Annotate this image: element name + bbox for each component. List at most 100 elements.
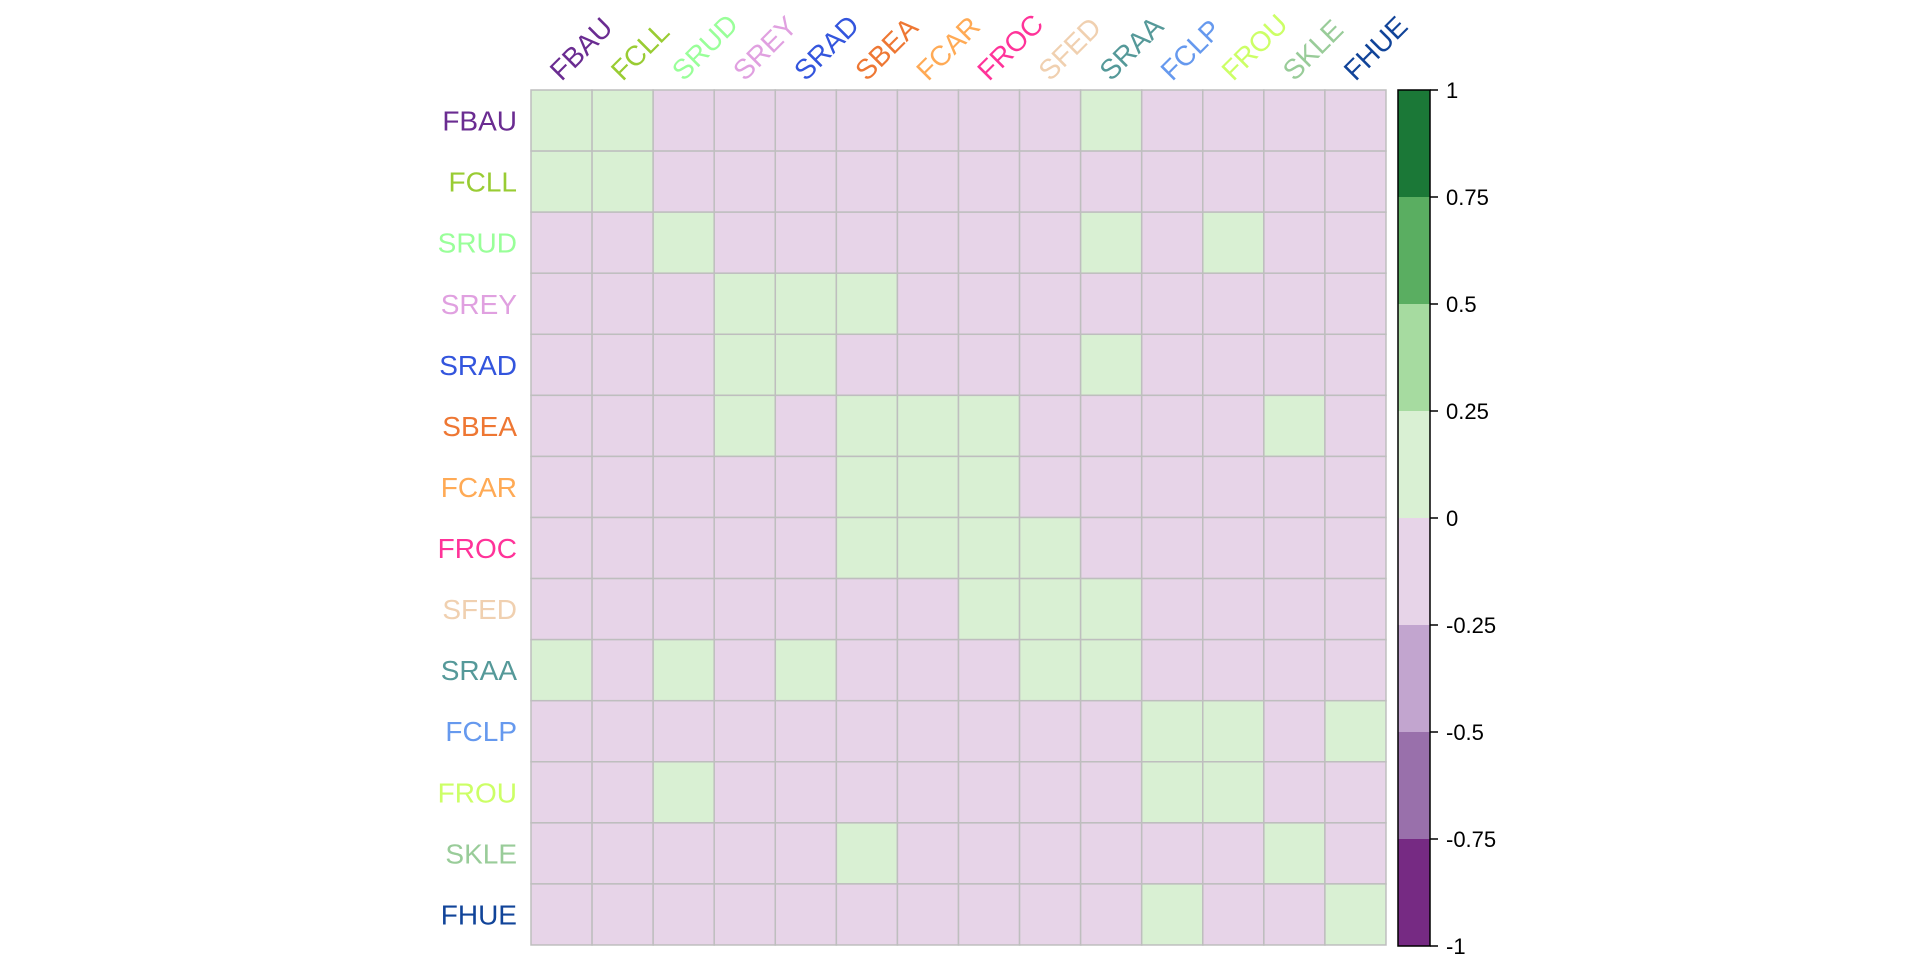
heatmap-cell-sbea-froc bbox=[957, 394, 1021, 458]
heatmap-cell-srad-sfed bbox=[1018, 333, 1082, 397]
heatmap-cell-fhue-srud bbox=[652, 883, 715, 946]
heatmap-cell-fbau-srud bbox=[652, 89, 715, 152]
heatmap-cell-srud-fcll bbox=[591, 211, 654, 274]
heatmap-cell-fcll-sfed bbox=[1018, 150, 1082, 213]
heatmap-cell-srud-srad bbox=[774, 211, 838, 274]
heatmap-cell-sraa-sbea bbox=[835, 638, 899, 702]
heatmap-cell-fbau-srad bbox=[774, 89, 838, 152]
legend-bin-0 bbox=[1398, 90, 1430, 197]
heatmap-cell-fcll-sraa bbox=[1079, 150, 1143, 213]
column-label-fbau: FBAU bbox=[544, 12, 619, 87]
heatmap-cell-frou-fbau bbox=[530, 761, 593, 824]
heatmap-cell-fcar-fclp bbox=[1140, 455, 1204, 519]
column-label-fcll: FCLL bbox=[605, 16, 675, 86]
heatmap-cell-frou-sbea bbox=[835, 761, 899, 824]
heatmap-cell-sraa-fcll bbox=[591, 638, 654, 702]
heatmap-cell-sfed-frou bbox=[1202, 577, 1265, 641]
heatmap-cell-frou-srad bbox=[774, 761, 838, 824]
heatmap-cell-srud-srey bbox=[713, 211, 777, 274]
heatmap-cell-fbau-sfed bbox=[1018, 89, 1082, 152]
heatmap-cell-fclp-frou bbox=[1202, 699, 1265, 763]
legend-tick-label-8: -1 bbox=[1446, 934, 1466, 959]
heatmap-cell-sbea-sfed bbox=[1018, 394, 1082, 458]
heatmap-cell-fcar-srud bbox=[652, 455, 715, 519]
heatmap-cell-fcll-fcar bbox=[896, 150, 960, 213]
heatmap-cell-frou-fcar bbox=[896, 761, 960, 824]
row-label-skle: SKLE bbox=[445, 838, 517, 869]
heatmap-cell-fcll-froc bbox=[957, 150, 1021, 213]
heatmap-cell-fhue-srey bbox=[713, 883, 777, 946]
heatmap-cell-srad-skle bbox=[1263, 333, 1326, 397]
column-label-sfed: SFED bbox=[1032, 12, 1107, 87]
heatmap-cell-sfed-froc bbox=[957, 577, 1021, 641]
heatmap-cell-froc-sfed bbox=[1018, 516, 1082, 580]
heatmap-cell-frou-frou bbox=[1202, 761, 1265, 824]
heatmap-cell-froc-sbea bbox=[835, 516, 899, 580]
heatmap-cell-sraa-srey bbox=[713, 638, 777, 702]
heatmap-cell-fhue-sfed bbox=[1018, 883, 1082, 946]
heatmap-cell-skle-fhue bbox=[1324, 822, 1387, 885]
heatmap-cell-srey-frou bbox=[1202, 272, 1265, 336]
heatmap-cell-fcar-fhue bbox=[1324, 455, 1387, 519]
heatmap-cell-sbea-sraa bbox=[1079, 394, 1143, 458]
heatmap-cell-froc-sraa bbox=[1079, 516, 1143, 580]
heatmap-cell-froc-froc bbox=[957, 516, 1021, 580]
heatmap-cell-fcll-srud bbox=[652, 150, 715, 213]
heatmap-cell-sraa-sfed bbox=[1018, 638, 1082, 702]
heatmap-cell-frou-sraa bbox=[1079, 761, 1143, 824]
row-label-fbau: FBAU bbox=[442, 106, 517, 137]
heatmap-cell-skle-sraa bbox=[1079, 822, 1143, 885]
heatmap-cell-srud-srud bbox=[652, 211, 715, 274]
heatmap-cell-fclp-fcar bbox=[896, 699, 960, 763]
heatmap-cell-sfed-fhue bbox=[1324, 577, 1387, 641]
column-label-sraa: SRAA bbox=[1093, 10, 1169, 86]
row-label-sraa: SRAA bbox=[441, 655, 518, 686]
column-label-srad: SRAD bbox=[788, 9, 865, 86]
heatmap-cell-froc-fcar bbox=[896, 516, 960, 580]
heatmap-cell-fbau-froc bbox=[957, 89, 1021, 152]
heatmap-cell-skle-fcll bbox=[591, 822, 654, 885]
heatmap-cell-fclp-sraa bbox=[1079, 699, 1143, 763]
heatmap-cell-frou-fhue bbox=[1324, 761, 1387, 824]
heatmap-cell-srud-fhue bbox=[1324, 211, 1387, 274]
heatmap-cell-sfed-fbau bbox=[530, 577, 593, 641]
heatmap-cell-fhue-skle bbox=[1263, 883, 1326, 946]
row-label-fhue: FHUE bbox=[441, 899, 517, 930]
heatmap-cell-sraa-fclp bbox=[1140, 638, 1204, 702]
heatmap-cell-frou-srud bbox=[652, 761, 715, 824]
heatmap-cell-srad-srud bbox=[652, 333, 715, 397]
heatmap-cell-sfed-sraa bbox=[1079, 577, 1143, 641]
heatmap-cell-sbea-skle bbox=[1263, 394, 1326, 458]
legend-bin-2 bbox=[1398, 304, 1430, 411]
heatmap-cell-srey-fbau bbox=[530, 272, 593, 336]
heatmap-cell-fbau-frou bbox=[1202, 89, 1265, 152]
legend-bin-4 bbox=[1398, 518, 1430, 625]
row-label-sbea: SBEA bbox=[442, 411, 517, 442]
row-label-froc: FROC bbox=[438, 533, 517, 564]
heatmap-cell-srey-fclp bbox=[1140, 272, 1204, 336]
row-label-frou: FROU bbox=[438, 777, 517, 808]
heatmap-cell-fcll-srad bbox=[774, 150, 838, 213]
heatmap-cell-fhue-srad bbox=[774, 883, 838, 946]
heatmap-cell-fcar-skle bbox=[1263, 455, 1326, 519]
heatmap-cell-fclp-srey bbox=[713, 699, 777, 763]
heatmap-cell-fcll-fhue bbox=[1324, 150, 1387, 213]
heatmap-cell-fbau-fbau bbox=[530, 89, 593, 152]
heatmap-cell-fclp-srad bbox=[774, 699, 838, 763]
heatmap-cell-fhue-fbau bbox=[530, 883, 593, 946]
heatmap-cell-sfed-fclp bbox=[1140, 577, 1204, 641]
heatmap-cell-sbea-fclp bbox=[1140, 394, 1204, 458]
legend-bin-5 bbox=[1398, 625, 1430, 732]
heatmap-cell-srad-fbau bbox=[530, 333, 593, 397]
heatmap-cell-fcar-srey bbox=[713, 455, 777, 519]
column-label-fhue: FHUE bbox=[1338, 10, 1414, 86]
heatmap-cell-srud-skle bbox=[1263, 211, 1326, 274]
heatmap-cell-sraa-froc bbox=[957, 638, 1021, 702]
heatmap-cell-fclp-fclp bbox=[1140, 699, 1204, 763]
heatmap-cell-skle-frou bbox=[1202, 822, 1265, 885]
heatmap-cell-sfed-fcar bbox=[896, 577, 960, 641]
column-label-sbea: SBEA bbox=[849, 11, 924, 86]
heatmap-cell-frou-froc bbox=[957, 761, 1021, 824]
heatmap-cell-srey-fcar bbox=[896, 272, 960, 336]
heatmap-cell-sraa-skle bbox=[1263, 638, 1326, 702]
